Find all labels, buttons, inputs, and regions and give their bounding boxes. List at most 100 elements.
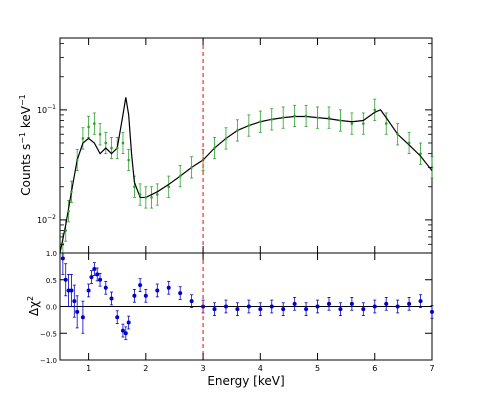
residual-ylabel-main: Δχ	[27, 301, 41, 316]
residual-point	[372, 304, 377, 309]
x-tick-label: 6	[372, 364, 377, 373]
spectrum-data-point	[213, 146, 216, 150]
spectrum-data-point	[224, 137, 228, 140]
residual-point	[361, 307, 366, 312]
spectrum-data-point	[304, 114, 308, 118]
residual-point	[69, 288, 74, 293]
spectrum-data-point	[190, 166, 193, 169]
spectrum-data-point	[138, 193, 142, 196]
residual-point	[395, 304, 400, 309]
x-tick-label: 1	[86, 364, 91, 373]
residual-ytick-label: 0.0	[46, 304, 57, 312]
spectrum-data-point	[373, 108, 377, 112]
residual-point	[92, 267, 97, 272]
spectrum-data-point	[396, 132, 399, 136]
residual-points	[60, 256, 434, 336]
spectrum-data-point	[67, 209, 70, 213]
spectrum-data-point	[150, 196, 153, 199]
residual-ytick-label: 1.0	[46, 250, 57, 258]
residual-point	[98, 277, 103, 282]
spectrum-data-point	[104, 141, 108, 145]
spectrum-data-point	[270, 118, 274, 121]
spectrum-data-point	[133, 185, 136, 189]
spectrum-data-point	[316, 116, 319, 119]
spectrum-y-axis-label: Counts s−1 keV−1	[18, 94, 33, 196]
spectrum-data-point	[339, 119, 342, 122]
spectrum-data-points	[61, 108, 434, 246]
residual-point	[258, 307, 263, 312]
residual-point	[326, 301, 331, 306]
residual-point	[126, 320, 131, 325]
residual-point	[120, 328, 125, 333]
spectrum-panel: 10−210−1 Counts s−1 keV−1	[18, 37, 434, 256]
residual-point	[60, 256, 65, 261]
ylabel-sup2: −1	[18, 94, 27, 106]
residual-errorbars	[61, 252, 434, 341]
spectrum-data-point	[281, 116, 285, 119]
spectrum-data-point	[384, 122, 388, 125]
spectrum-data-point	[144, 196, 148, 199]
x-tick-label: 4	[258, 364, 263, 373]
ylabel-main: Counts s	[19, 144, 33, 196]
residual-point	[80, 315, 85, 320]
residual-point	[103, 285, 108, 290]
spectrum-data-point	[419, 152, 422, 155]
residual-point	[138, 283, 143, 288]
residual-point	[143, 293, 148, 298]
residual-point	[384, 301, 389, 306]
residual-ytick-label: −0.5	[40, 330, 57, 338]
spectrum-y-ticks: 10−2 10−1	[37, 38, 433, 253]
spectrum-data-point	[64, 229, 68, 232]
spectrum-data-point	[127, 158, 130, 162]
residual-point	[292, 301, 297, 306]
x-tick-label: 3	[201, 364, 206, 373]
spectrum-data-point	[155, 193, 159, 196]
residual-point	[223, 304, 228, 309]
spectrum-data-point	[70, 190, 73, 194]
ylabel-sup1: −1	[18, 132, 27, 144]
spectrum-data-point	[327, 116, 331, 119]
spectrum-data-point	[350, 122, 354, 125]
spectrum-data-point	[98, 132, 102, 136]
residual-point	[315, 304, 320, 309]
spectrum-data-point	[247, 124, 251, 127]
residual-ylabel-sup: 2	[26, 296, 35, 301]
residual-point	[304, 307, 309, 312]
residual-point	[269, 304, 274, 309]
x-axis-label: Energy [keV]	[207, 374, 284, 388]
residual-point	[72, 299, 77, 304]
spectrum-ytick-label: 10−1	[37, 104, 56, 115]
model-line	[59, 97, 433, 254]
residual-point	[407, 301, 412, 306]
residuals-panel: 1 2 3 4 5 6 71.00.50.0−0.5−1.0 Δχ2 Energy [keV…	[26, 250, 435, 388]
x-tick-label: 7	[429, 364, 434, 373]
spectrum-data-point	[178, 174, 182, 178]
x-tick-label: 5	[315, 364, 320, 373]
spectrum-data-point	[110, 146, 113, 150]
spectrum-data-point	[87, 125, 90, 129]
spectrum-data-point	[236, 129, 239, 132]
ylabel-mid: keV	[19, 105, 33, 132]
residual-ytick-label: −1.0	[40, 357, 57, 365]
residual-point	[109, 296, 114, 301]
residual-point	[178, 291, 183, 296]
spectrum-data-point	[121, 141, 125, 145]
residual-point	[246, 304, 251, 309]
spectrum-data-point	[167, 185, 171, 189]
residual-point	[132, 293, 137, 298]
spectrum-data-point	[293, 114, 296, 118]
residual-point	[66, 288, 71, 293]
spectrum-errorbars	[61, 98, 434, 256]
residual-point	[115, 315, 120, 320]
spectrum-data-point	[93, 122, 96, 125]
residual-point	[95, 272, 100, 277]
residual-point	[155, 288, 160, 293]
spectrum-data-point	[407, 141, 411, 145]
spectrum-data-point	[259, 120, 262, 124]
residual-point	[281, 307, 286, 312]
residual-y-axis-label: Δχ2	[26, 296, 41, 316]
spectrum-data-point	[362, 122, 365, 125]
spectrum-ytick-label: 10−2	[37, 214, 56, 225]
residual-point	[212, 307, 217, 312]
